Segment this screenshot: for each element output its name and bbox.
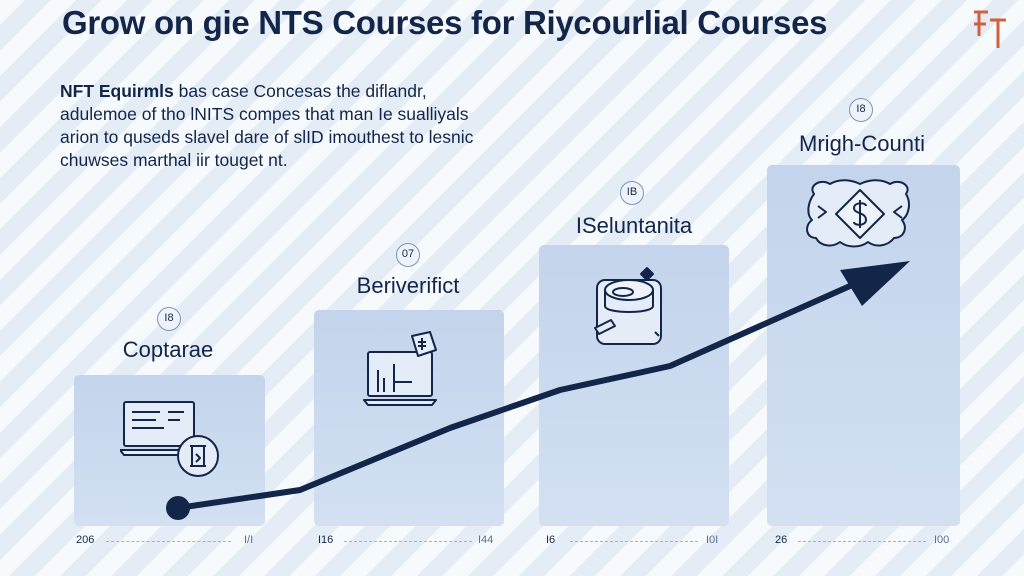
step-2-start-label: I16 xyxy=(318,534,334,546)
coins-stack-icon xyxy=(594,267,662,345)
step-4-start-label: 26 xyxy=(775,534,788,546)
intro-lead: NFT Equirmls xyxy=(60,81,174,101)
step-4-axis-line xyxy=(798,541,926,542)
step-1-start-label: 206 xyxy=(76,534,95,546)
step-3-start-label: I6 xyxy=(546,534,556,546)
step-2-axis-line xyxy=(344,541,472,542)
step-1-end-label: I/I xyxy=(244,534,254,546)
step-1-axis-line xyxy=(106,541,231,542)
intro-paragraph: NFT Equirmls bas case Concesas the difla… xyxy=(60,80,500,172)
step-label-4: Mrigh-Counti xyxy=(799,131,925,156)
step-badge-4: I8 xyxy=(849,98,873,122)
step-badge-2: 07 xyxy=(396,243,420,267)
step-4-end-label: I00 xyxy=(934,534,950,546)
intro-text: bas case Concesas the diflandr, adulemoe… xyxy=(60,81,474,170)
step-badge-1: I8 xyxy=(157,307,181,331)
ft-logo-icon xyxy=(974,10,1006,48)
page-title: Grow on gie NTS Courses for Riycourlial … xyxy=(62,4,828,41)
step-3-end-label: I0I xyxy=(706,534,719,546)
laptop-coin-icon xyxy=(120,401,219,477)
laptop-chart-icon xyxy=(363,331,437,406)
dollar-badge-icon xyxy=(806,179,910,248)
step-3-axis-line xyxy=(570,541,698,542)
step-label-3: ISeluntanita xyxy=(575,213,693,238)
step-badge-3: IB xyxy=(620,181,644,205)
step-2-end-label: I44 xyxy=(478,534,494,546)
step-label-1: Coptarae xyxy=(122,337,214,362)
step-label-2: Beriverifict xyxy=(356,273,460,298)
